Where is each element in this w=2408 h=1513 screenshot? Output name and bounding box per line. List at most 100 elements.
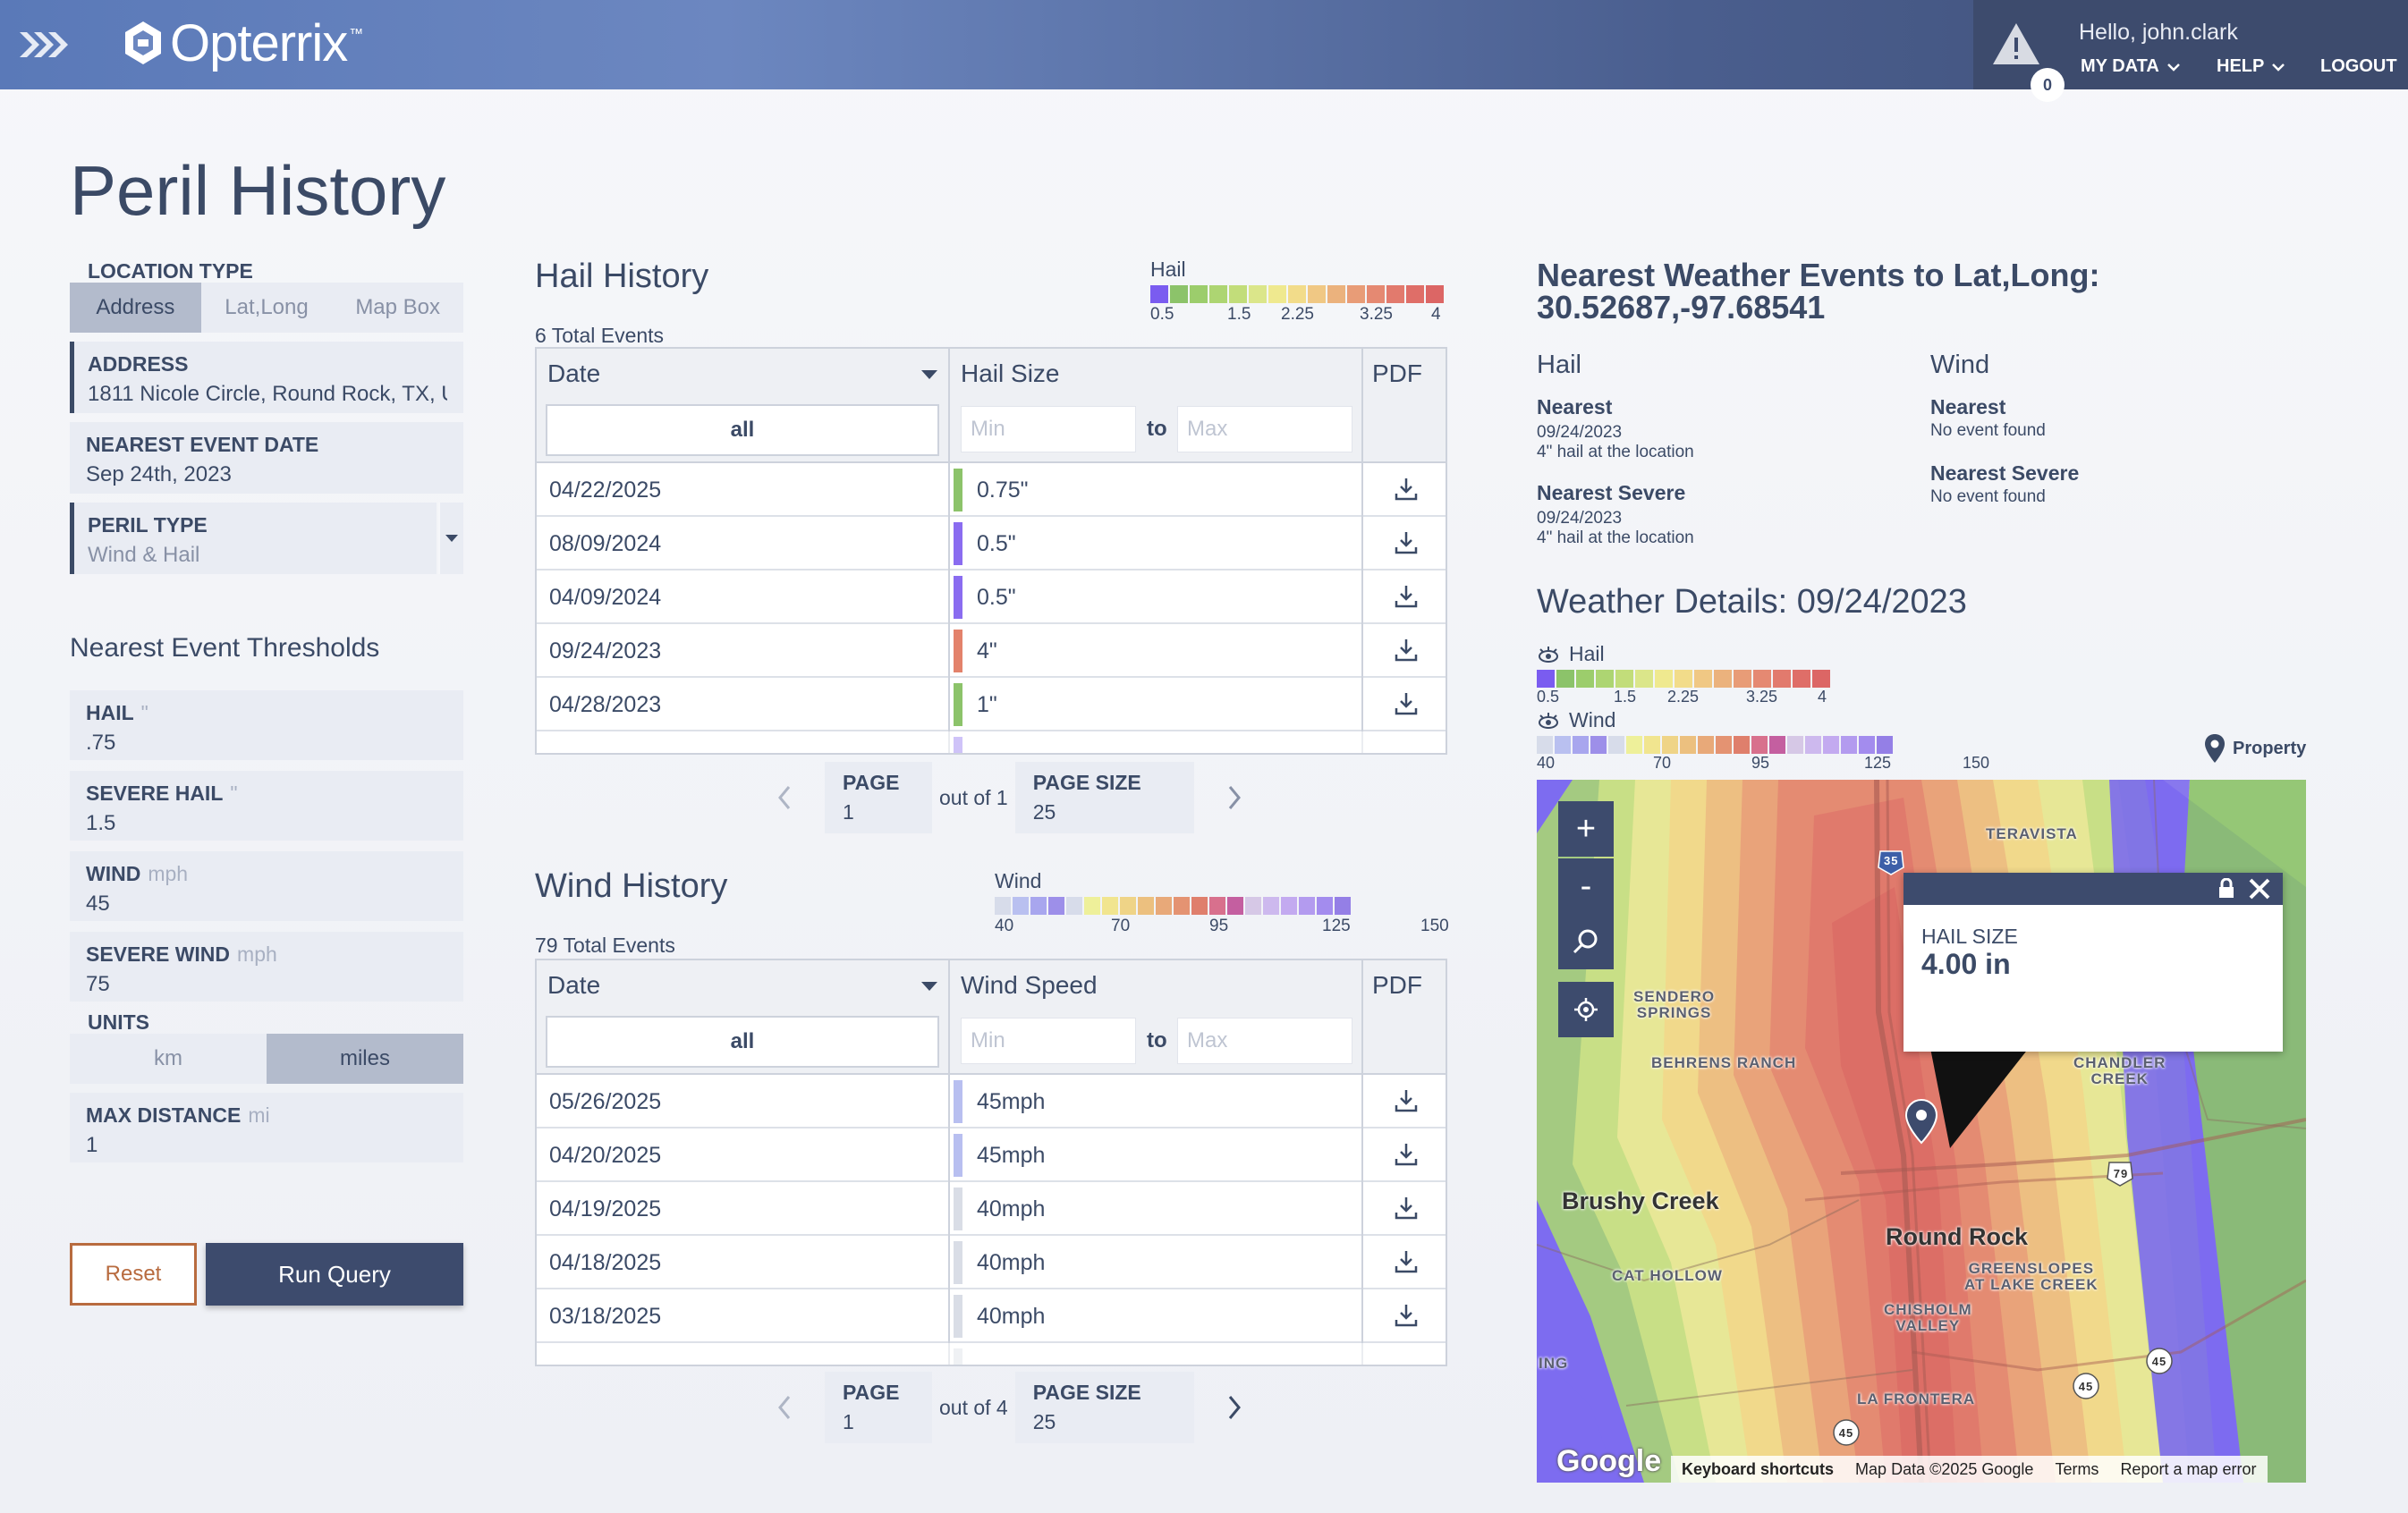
download-icon[interactable] xyxy=(1394,529,1419,556)
sort-caret-icon[interactable] xyxy=(921,982,937,991)
legend-swatch xyxy=(1787,736,1803,754)
row-date: 09/24/2023 xyxy=(549,638,662,664)
wind-total-events: 79 Total Events xyxy=(535,934,675,957)
download-icon[interactable] xyxy=(1394,476,1419,503)
menu-help[interactable]: HELP xyxy=(2217,56,2285,77)
user-box: 0 Hello, john.clark MY DATA HELP LOGOUT xyxy=(1973,0,2408,102)
hail-min-input[interactable]: Min xyxy=(961,406,1136,452)
zoom-extent-button[interactable] xyxy=(1558,914,1614,969)
column-divider xyxy=(1361,678,1363,731)
legend-swatch xyxy=(1655,670,1673,688)
download-icon[interactable] xyxy=(1394,637,1419,664)
row-color-bar xyxy=(954,1188,962,1230)
brand-logo[interactable]: Opterrix ™ xyxy=(122,14,363,72)
wind-min-input[interactable]: Min xyxy=(961,1018,1136,1064)
close-icon[interactable] xyxy=(2247,876,2272,901)
download-icon[interactable] xyxy=(1394,1195,1419,1221)
column-divider xyxy=(948,1128,950,1182)
hail-threshold-value[interactable]: .75 xyxy=(86,731,116,755)
hail-date-filter[interactable]: all xyxy=(546,404,939,456)
details-wind-legend-title: Wind xyxy=(1569,708,1616,731)
reset-button[interactable]: Reset xyxy=(70,1243,197,1306)
wind-page-size-field[interactable]: PAGE SIZE 25 xyxy=(1014,1372,1194,1443)
keyboard-shortcuts-link[interactable]: Keyboard shortcuts xyxy=(1671,1456,1845,1483)
wind-legend: Wind 40 70 95 125 150 xyxy=(995,869,1460,936)
map-attribution: Keyboard shortcuts Map Data ©2025 Google… xyxy=(1671,1456,2268,1483)
legend-swatch xyxy=(1308,285,1326,303)
sidebar-toggle-icon[interactable] xyxy=(18,29,70,61)
menu-logout[interactable]: LOGOUT xyxy=(2320,56,2397,77)
download-icon[interactable] xyxy=(1394,583,1419,610)
hail-nearest-severe-date: 09/24/2023 xyxy=(1537,509,1623,528)
hail-max-input[interactable]: Max xyxy=(1177,406,1352,452)
menu-logout-label: LOGOUT xyxy=(2320,56,2397,76)
nearest-event-date-field[interactable]: NEAREST EVENT DATE Sep 24th, 2023 xyxy=(70,422,463,494)
address-field[interactable]: ADDRESS 1811 Nicole Circle, Round Rock, … xyxy=(70,342,463,413)
wind-tick: 70 xyxy=(1653,754,1672,772)
severe-wind-threshold-value[interactable]: 75 xyxy=(86,972,110,996)
units-km[interactable]: km xyxy=(154,1046,182,1070)
next-page-icon[interactable] xyxy=(1221,782,1248,814)
units-miles[interactable]: miles xyxy=(267,1034,463,1084)
lock-icon[interactable] xyxy=(2217,878,2236,900)
address-value[interactable]: 1811 Nicole Circle, Round Rock, TX, U xyxy=(88,382,447,406)
eye-icon[interactable] xyxy=(1537,645,1560,664)
hail-page-size-value[interactable]: 25 xyxy=(1032,800,1056,824)
location-type-latlong[interactable]: Lat,Long xyxy=(225,295,309,319)
prev-page-icon[interactable] xyxy=(771,782,798,814)
nearest-event-date-value[interactable]: Sep 24th, 2023 xyxy=(86,462,232,486)
wind-page-field[interactable]: PAGE 1 xyxy=(825,1372,932,1443)
alerts-button[interactable]: 0 xyxy=(1991,20,2065,102)
severe-wind-threshold-field[interactable]: SEVERE WIND mph 75 xyxy=(70,932,463,1002)
weather-map[interactable]: 35 79 45 45 45 TERAVISTA SENDERO SPRINGS… xyxy=(1537,780,2306,1483)
hail-page-value[interactable]: 1 xyxy=(843,800,854,824)
wind-page-value[interactable]: 1 xyxy=(843,1410,854,1433)
hail-col-date[interactable]: Date xyxy=(547,359,601,387)
run-query-button[interactable]: Run Query xyxy=(206,1243,463,1306)
row-date: 04/18/2025 xyxy=(549,1250,662,1275)
location-type-address[interactable]: Address xyxy=(70,283,201,333)
column-divider xyxy=(948,349,950,463)
menu-help-label: HELP xyxy=(2217,56,2265,76)
row-date: 05/26/2025 xyxy=(549,1089,662,1114)
hail-page-size-field[interactable]: PAGE SIZE 25 xyxy=(1014,762,1194,833)
download-icon[interactable] xyxy=(1394,1248,1419,1275)
wind-max-input[interactable]: Max xyxy=(1177,1018,1352,1064)
column-divider xyxy=(948,1075,950,1128)
max-distance-value[interactable]: 1 xyxy=(86,1133,98,1157)
zoom-out-button[interactable]: - xyxy=(1558,858,1614,914)
sort-caret-icon[interactable] xyxy=(921,370,937,379)
wind-page-size-value[interactable]: 25 xyxy=(1032,1410,1056,1433)
download-icon[interactable] xyxy=(1394,1302,1419,1329)
severe-hail-threshold-field[interactable]: SEVERE HAIL " 1.5 xyxy=(70,771,463,841)
menu-my-data[interactable]: MY DATA xyxy=(2081,56,2181,77)
severe-hail-threshold-value[interactable]: 1.5 xyxy=(86,811,116,835)
download-icon[interactable] xyxy=(1394,690,1419,717)
legend-swatch xyxy=(1714,670,1732,688)
peril-type-select[interactable]: PERIL TYPE Wind & Hail xyxy=(70,503,437,574)
chevron-down-icon xyxy=(2166,63,2180,72)
severe-hail-threshold-unit: " xyxy=(230,782,238,805)
terms-link[interactable]: Terms xyxy=(2044,1456,2110,1483)
hail-page-field[interactable]: PAGE 1 xyxy=(825,762,932,833)
wind-col-date[interactable]: Date xyxy=(547,971,601,999)
hail-tick: 0.5 xyxy=(1150,305,1174,324)
wind-threshold-field[interactable]: WIND mph 45 xyxy=(70,851,463,921)
location-type-mapbox[interactable]: Map Box xyxy=(355,295,441,319)
hail-threshold-field[interactable]: HAIL " .75 xyxy=(70,690,463,760)
warning-icon xyxy=(1993,23,2039,64)
row-color-bar xyxy=(954,469,962,511)
prev-page-icon[interactable] xyxy=(771,1391,798,1424)
download-icon[interactable] xyxy=(1394,1141,1419,1168)
details-hail-swatches xyxy=(1537,670,1832,688)
max-distance-field[interactable]: MAX DISTANCE mi 1 xyxy=(70,1093,463,1162)
wind-date-filter[interactable]: all xyxy=(546,1016,939,1068)
report-error-link[interactable]: Report a map error xyxy=(2109,1456,2268,1483)
eye-icon[interactable] xyxy=(1537,711,1560,731)
peril-type-dropdown[interactable] xyxy=(438,503,463,574)
next-page-icon[interactable] xyxy=(1221,1391,1248,1424)
zoom-in-button[interactable]: + xyxy=(1558,801,1614,857)
locate-button[interactable] xyxy=(1558,982,1614,1037)
wind-threshold-value[interactable]: 45 xyxy=(86,892,110,916)
download-icon[interactable] xyxy=(1394,1087,1419,1114)
